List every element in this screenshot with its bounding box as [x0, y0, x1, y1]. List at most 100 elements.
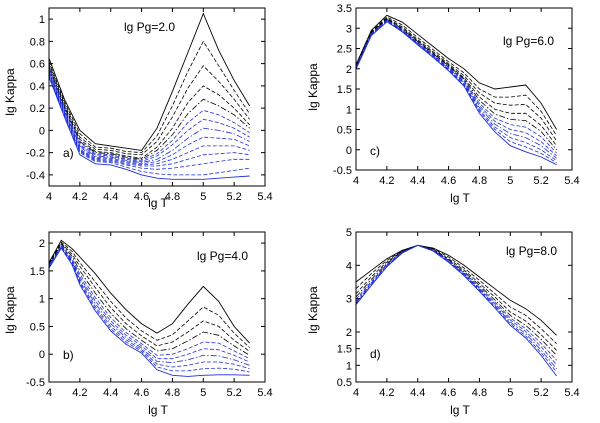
plot-frame [355, 231, 573, 383]
x-tick-label: 4.2 [379, 387, 394, 399]
y-tick-label: 1 [346, 360, 352, 372]
x-tick-label: 4.2 [72, 387, 87, 399]
panel-annotation: lg Pg=8.0 [506, 244, 557, 258]
plot-frame [48, 7, 266, 187]
x-tick-label: 5.2 [533, 175, 548, 187]
y-tick-label: 0.2 [30, 103, 45, 115]
y-tick-label: 2 [346, 327, 352, 339]
panel-label: b) [63, 348, 74, 362]
series-line-blue-7 [49, 70, 250, 164]
x-axis-label: lg T [148, 196, 168, 210]
x-axis-label: lg T [450, 403, 470, 417]
x-tick-label: 5.2 [533, 387, 548, 399]
y-tick-label: 2.5 [337, 44, 352, 56]
series-group [49, 12, 250, 180]
series-line-blue-8 [356, 244, 557, 377]
series-line-blue-10 [49, 73, 250, 167]
series-line-blue-5 [49, 67, 250, 161]
x-tick-label: 4.6 [441, 387, 456, 399]
y-tick-label: 0 [39, 125, 45, 137]
series-line-blue-6 [49, 69, 250, 162]
x-tick-label: 5.4 [564, 175, 579, 187]
series-line-black-2 [49, 63, 250, 156]
y-tick-label: 3.5 [337, 3, 352, 15]
x-tick-label: 4.4 [410, 175, 425, 187]
y-tick-label: 0 [346, 145, 352, 157]
x-tick-label: 4.6 [134, 387, 149, 399]
y-tick-label: 1.5 [337, 84, 352, 96]
x-tick-label: 4.6 [134, 191, 149, 203]
series-line-blue-5 [49, 245, 250, 363]
series-line-black-1 [356, 244, 557, 344]
series-line-blue-8 [49, 71, 250, 165]
series-line-black-3 [49, 243, 250, 356]
x-axis-label: lg T [148, 403, 168, 417]
panel-c: lg Pg=6.0 c) lg T lg Kappa 4 4.2 4.4 4.6 4.8… [306, 3, 580, 205]
panel-b: lg Pg=4.0 b) lg T lg Kappa 4 4.2 4.4 4.6 4.8… [3, 231, 273, 417]
series-line-blue-13 [49, 76, 250, 180]
series-line-blue-6 [356, 244, 557, 369]
panel-label: d) [370, 347, 381, 361]
series-line-blue-4 [49, 244, 250, 360]
x-axis-label: lg T [450, 191, 470, 205]
x-tick-label: 4.4 [103, 191, 118, 203]
series-line-black-2 [356, 17, 557, 142]
y-tick-label: 3 [346, 294, 352, 306]
y-tick-label: 1 [39, 14, 45, 26]
y-tick-label: 3 [346, 23, 352, 35]
y-tick-label: 0.8 [30, 36, 45, 48]
x-tick-label: 4.8 [165, 387, 180, 399]
y-tick-label: 1.5 [30, 266, 45, 278]
x-tick-label: 5.2 [226, 191, 241, 203]
x-tick-label: 5 [507, 387, 513, 399]
series-line-black-2 [49, 242, 250, 352]
series-group [356, 244, 557, 377]
series-line-black-4 [49, 66, 250, 160]
x-tick-label: 4.4 [103, 387, 118, 399]
series-line-black-2 [356, 244, 557, 351]
panel-a: lg Pg=2.0 a) lg T lg Kappa 4 4.2 4.4 4.6 4.8… [3, 7, 273, 210]
x-tick-label: 4 [46, 191, 52, 203]
series-group [49, 239, 250, 377]
series-line-black-0 [356, 14, 557, 130]
series-line-blue-11 [49, 74, 250, 170]
series-line-black-1 [49, 241, 250, 348]
y-axis-label: lg Kappa [306, 63, 320, 111]
series-line-blue-8 [49, 246, 250, 373]
x-tick-label: 4.2 [379, 175, 394, 187]
x-tick-label: 4.8 [165, 191, 180, 203]
panel-d: lg Pg=8.0 d) lg T lg Kappa 4 4.2 4.4 4.6 4.8… [306, 227, 580, 417]
y-tick-label: 2 [346, 64, 352, 76]
y-axis-label: lg Kappa [306, 286, 320, 334]
series-line-black-3 [356, 244, 557, 356]
series-line-black-1 [356, 16, 557, 136]
y-tick-label: -0.2 [26, 148, 45, 160]
y-tick-label: 1 [39, 294, 45, 306]
y-tick-label: 2 [39, 238, 45, 250]
y-axis-label: lg Kappa [3, 286, 17, 334]
x-tick-label: 4.2 [72, 191, 87, 203]
series-line-black-1 [49, 40, 250, 154]
series-line-blue-10 [356, 21, 557, 166]
x-tick-label: 4.8 [472, 175, 487, 187]
y-tick-label: 0.5 [337, 125, 352, 137]
y-tick-label: 5 [346, 227, 352, 239]
plot-frame [48, 231, 266, 383]
series-line-blue-9 [49, 247, 250, 377]
series-line-blue-6 [49, 245, 250, 366]
y-tick-label: 1 [346, 104, 352, 116]
series-line-blue-12 [49, 75, 250, 176]
y-tick-label: 0.5 [30, 321, 45, 333]
x-tick-label: 5 [507, 175, 513, 187]
y-tick-label: -0.4 [26, 170, 45, 182]
y-tick-label: -0.5 [333, 165, 352, 177]
x-tick-label: 5.4 [257, 387, 272, 399]
x-tick-label: 4 [353, 387, 359, 399]
y-tick-label: 4 [346, 260, 352, 272]
panel-label: c) [370, 144, 380, 158]
y-tick-label: 1.5 [337, 344, 352, 356]
y-tick-label: 0 [39, 349, 45, 361]
x-tick-label: 5.4 [257, 191, 272, 203]
series-line-blue-9 [49, 72, 250, 166]
